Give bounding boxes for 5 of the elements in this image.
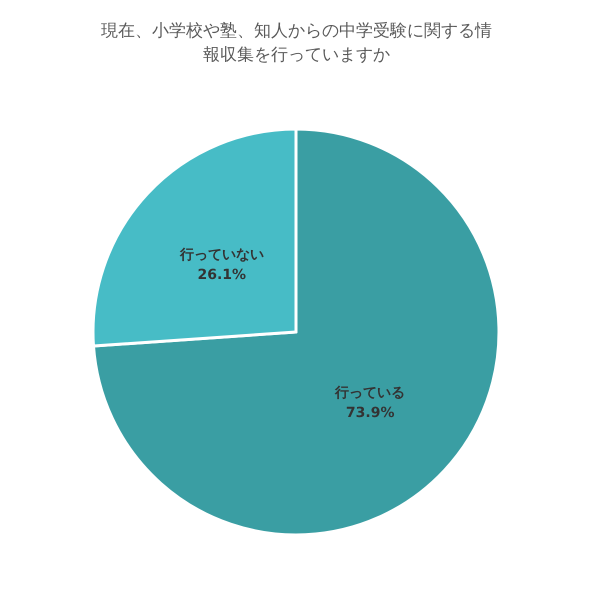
slice-label: 行っている [334, 385, 406, 402]
data-label: 73.9% [346, 405, 394, 422]
slice-label: 行っていない [178, 246, 264, 263]
data-label: 26.1% [198, 266, 246, 283]
chart-title: 現在、小学校や塾、知人からの中学受験に関する情報収集を行っていますか [101, 21, 492, 65]
